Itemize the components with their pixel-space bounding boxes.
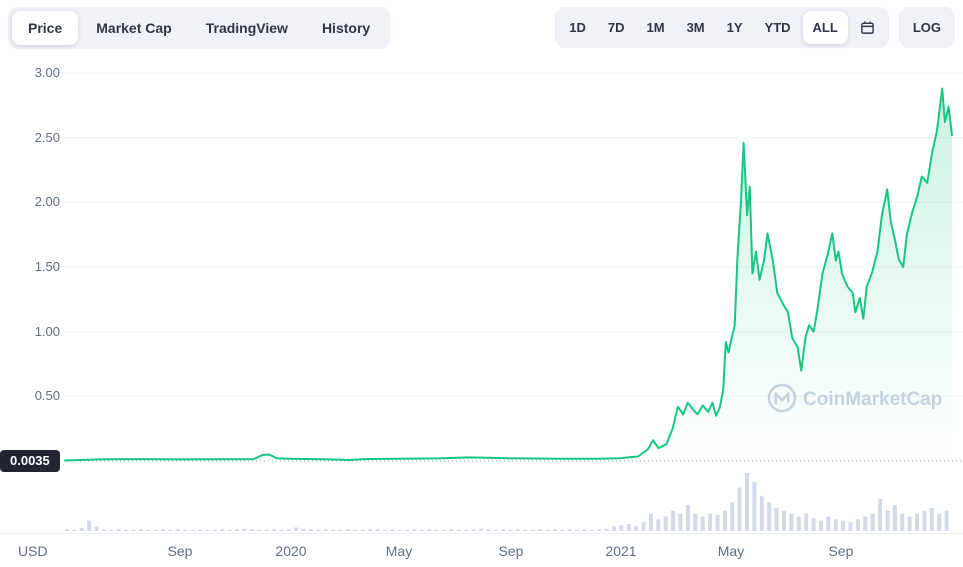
calendar-button[interactable]	[850, 13, 885, 42]
currency-label: USD	[18, 543, 48, 559]
x-axis-label: 2020	[275, 543, 307, 559]
tab-tradingview[interactable]: TradingView	[190, 11, 304, 45]
range-3m[interactable]: 3M	[677, 11, 715, 44]
price-line	[64, 87, 953, 462]
x-axis-label: Sep	[498, 543, 524, 559]
x-axis-label: 2021	[605, 543, 637, 559]
range-all[interactable]: ALL	[802, 11, 848, 44]
range-1m[interactable]: 1M	[637, 11, 675, 44]
y-axis-label: 1.00	[34, 324, 60, 339]
range-controls: 1D 7D 1M 3M 1Y YTD ALL LOG	[555, 7, 955, 48]
range-1d[interactable]: 1D	[559, 11, 596, 44]
tab-history[interactable]: History	[306, 11, 386, 45]
y-axis-label: 2.00	[34, 194, 60, 209]
x-axis-label: Sep	[828, 543, 854, 559]
base-price-badge: 0.0035	[0, 450, 60, 472]
price-area	[65, 88, 952, 461]
range-1y[interactable]: 1Y	[717, 11, 753, 44]
chart-toolbar: Price Market Cap TradingView History 1D …	[8, 7, 955, 49]
tab-price[interactable]: Price	[12, 11, 79, 45]
tab-market-cap[interactable]: Market Cap	[80, 11, 187, 45]
y-axis-label: 1.50	[34, 259, 60, 274]
gridlines	[0, 72, 963, 534]
volume-bars	[65, 473, 949, 531]
range-selector: 1D 7D 1M 3M 1Y YTD ALL	[555, 7, 889, 48]
y-axis-label: 3.00	[34, 65, 60, 80]
y-axis-label: 0.50	[34, 388, 60, 403]
chart-type-tabs: Price Market Cap TradingView History	[8, 7, 391, 49]
y-axis-label: 2.50	[34, 130, 60, 145]
x-axis-label: Sep	[167, 543, 193, 559]
range-ytd[interactable]: YTD	[755, 11, 801, 44]
log-toggle-group: LOG	[898, 7, 955, 48]
x-axis-label: May	[717, 543, 745, 559]
x-axis-label: May	[385, 543, 413, 559]
calendar-icon	[861, 21, 874, 34]
range-7d[interactable]: 7D	[598, 11, 635, 44]
log-scale-button[interactable]: LOG	[903, 11, 951, 44]
